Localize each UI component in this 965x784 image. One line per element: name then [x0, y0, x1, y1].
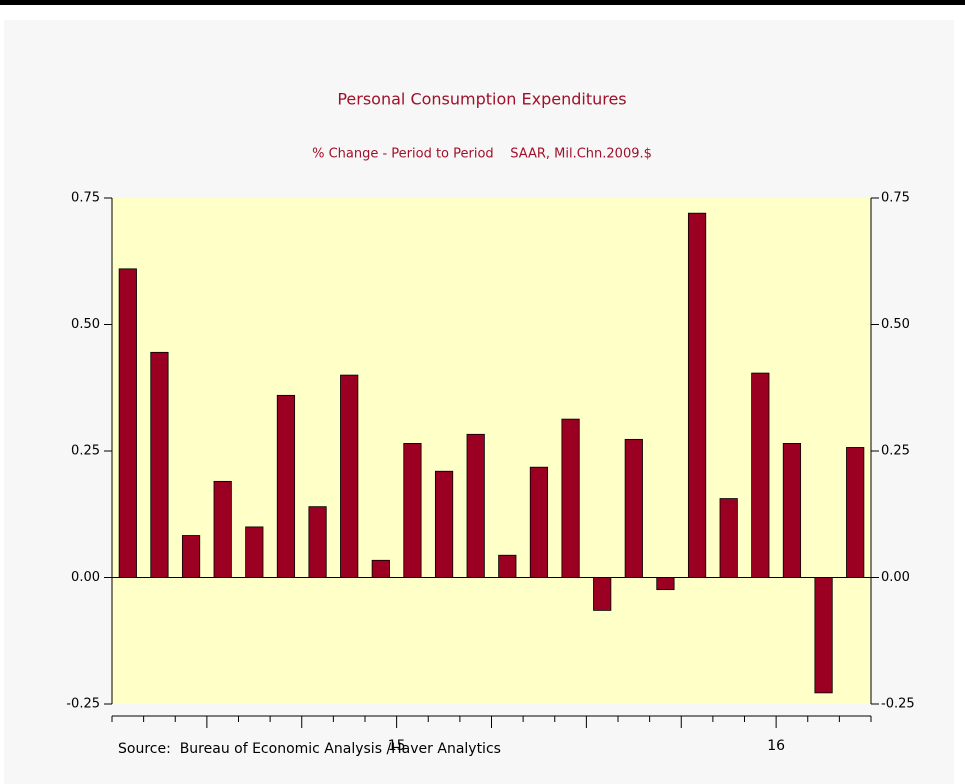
bar	[561, 418, 580, 578]
bar	[181, 535, 201, 578]
chart-subtitle: % Change - Period to Period SAAR, Mil.Ch…	[312, 147, 652, 162]
bar	[498, 554, 517, 578]
bar	[782, 443, 802, 578]
bar	[593, 577, 612, 611]
bar	[308, 506, 327, 578]
y-tick-label: 0.00	[71, 570, 100, 585]
y2-tick-label: 0.50	[881, 317, 910, 332]
y2-tick-label: -0.25	[881, 697, 915, 712]
bar	[751, 372, 770, 578]
top-rule	[0, 0, 965, 5]
chart-title: Personal Consumption Expenditures	[337, 90, 626, 109]
bar	[245, 526, 264, 578]
x-tick-label: 16	[767, 738, 785, 754]
bar	[624, 438, 643, 578]
bar	[719, 498, 738, 578]
source-note: Source: Bureau of Economic Analysis /Hav…	[118, 741, 501, 757]
plot-area	[112, 198, 871, 704]
bar	[150, 351, 169, 578]
y-tick-label: -0.25	[66, 697, 100, 712]
y-tick-label: 0.50	[71, 317, 100, 332]
bar	[466, 433, 485, 578]
bar	[340, 374, 359, 578]
y2-tick-label: 0.75	[881, 191, 910, 206]
y2-tick-label: 0.00	[881, 570, 910, 585]
bar	[276, 394, 296, 578]
bar	[403, 443, 422, 578]
bar	[529, 466, 549, 578]
y-tick-label: 0.75	[71, 191, 100, 206]
bar	[846, 447, 865, 578]
bar	[371, 559, 390, 578]
x-tick-label: 15	[388, 738, 406, 754]
bar	[213, 480, 232, 578]
bar	[434, 470, 454, 578]
bar	[118, 268, 137, 578]
bar	[687, 212, 707, 578]
bar	[656, 577, 675, 591]
bar	[814, 577, 833, 694]
y2-tick-label: 0.25	[881, 444, 910, 459]
y-tick-label: 0.25	[71, 444, 100, 459]
